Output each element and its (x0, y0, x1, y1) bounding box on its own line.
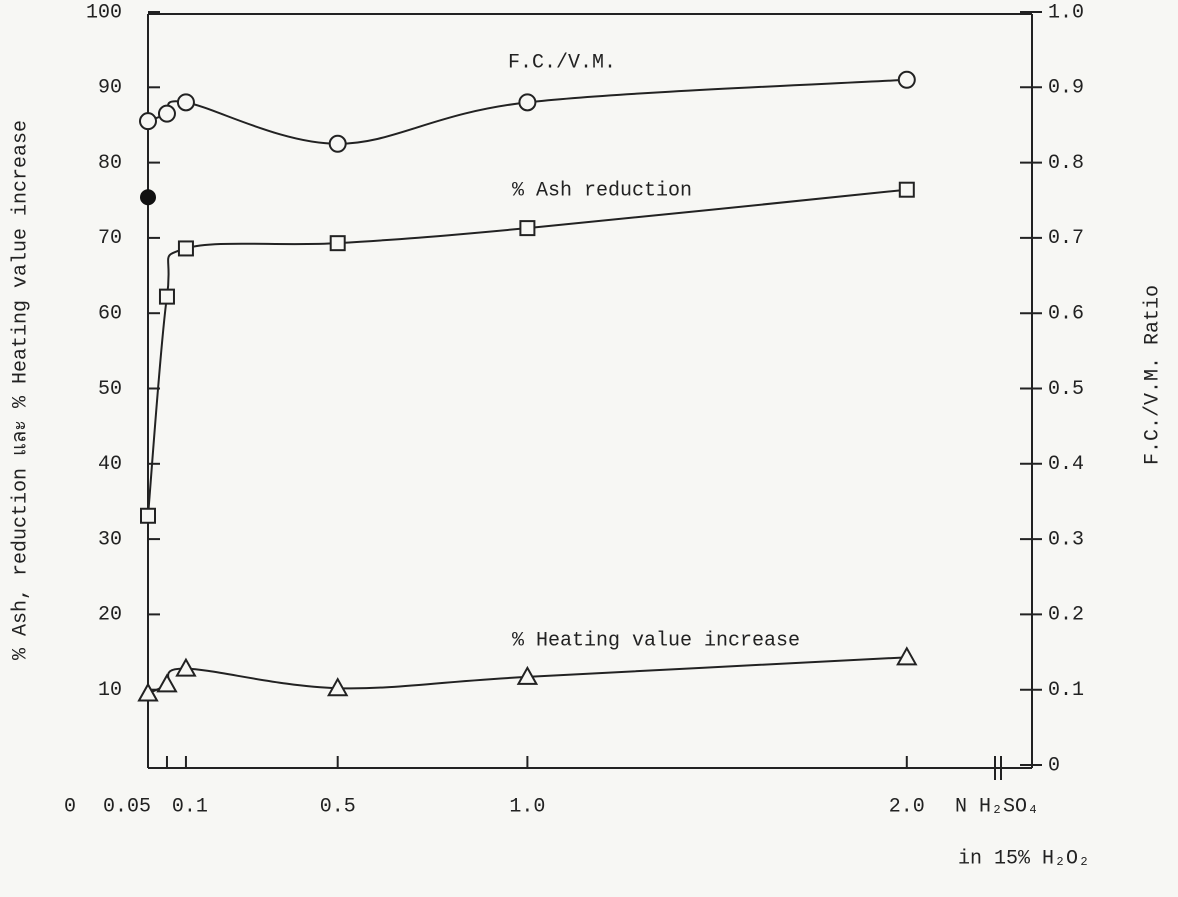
y-tick-label: 100 (86, 1, 122, 24)
y2-tick-label: 1.0 (1048, 1, 1084, 24)
x-axis-label: N H₂SO₄ (955, 795, 1039, 818)
point (329, 235, 346, 252)
y-tick-label: 90 (98, 77, 122, 100)
y2-tick-label: 0.7 (1048, 227, 1084, 250)
y2-axis-label: F.C./V.M. Ratio (1141, 285, 1164, 465)
point (176, 93, 195, 112)
y-tick-label: 20 (98, 604, 122, 627)
series-label: F.C./V.M. (508, 51, 616, 74)
point (519, 220, 536, 237)
y2-tick-label: 0 (1048, 754, 1060, 777)
series-line (147, 78, 907, 145)
point (897, 70, 916, 89)
point (158, 288, 175, 305)
point (326, 677, 349, 697)
x-tick-label: 0.05 (103, 795, 151, 818)
series-line (147, 188, 907, 516)
series-label: % Ash reduction (512, 179, 692, 202)
point (516, 665, 539, 685)
point (140, 189, 156, 206)
y2-tick-label: 0.3 (1048, 528, 1084, 551)
x-tick-label: 0 (64, 795, 76, 818)
y2-tick-label: 0.8 (1048, 152, 1084, 175)
point (518, 93, 537, 112)
x-tick-label: 0.1 (172, 795, 208, 818)
point (137, 682, 159, 702)
y-tick-label: 40 (98, 453, 122, 476)
y-tick-label: 60 (98, 302, 122, 325)
x-axis-label: in 15% H₂O₂ (958, 847, 1090, 870)
y-tick-label: 70 (98, 227, 122, 250)
point (139, 112, 157, 131)
point (177, 240, 194, 257)
point (140, 507, 156, 524)
x-tick-label: 1.0 (509, 795, 545, 818)
series-label: % Heating value increase (512, 629, 800, 652)
y-tick-label: 30 (98, 528, 122, 551)
y-tick-label: 50 (98, 378, 122, 401)
point (175, 657, 197, 677)
point (157, 104, 176, 123)
x-tick-label: 2.0 (889, 795, 925, 818)
y2-tick-label: 0.9 (1048, 77, 1084, 100)
point (898, 181, 915, 198)
y-tick-label: 10 (98, 679, 122, 702)
point (896, 646, 918, 666)
x-tick-label: 0.5 (320, 795, 356, 818)
y-axis-label: % Ash, reduction และ % Heating value inc… (9, 120, 32, 660)
y2-tick-label: 0.4 (1048, 453, 1084, 476)
y2-tick-label: 0.2 (1048, 604, 1084, 627)
point (156, 673, 178, 693)
y2-tick-label: 0.1 (1048, 679, 1084, 702)
point (328, 134, 347, 153)
y2-tick-label: 0.5 (1048, 378, 1084, 401)
y2-tick-label: 0.6 (1048, 302, 1084, 325)
y-tick-label: 80 (98, 152, 122, 175)
